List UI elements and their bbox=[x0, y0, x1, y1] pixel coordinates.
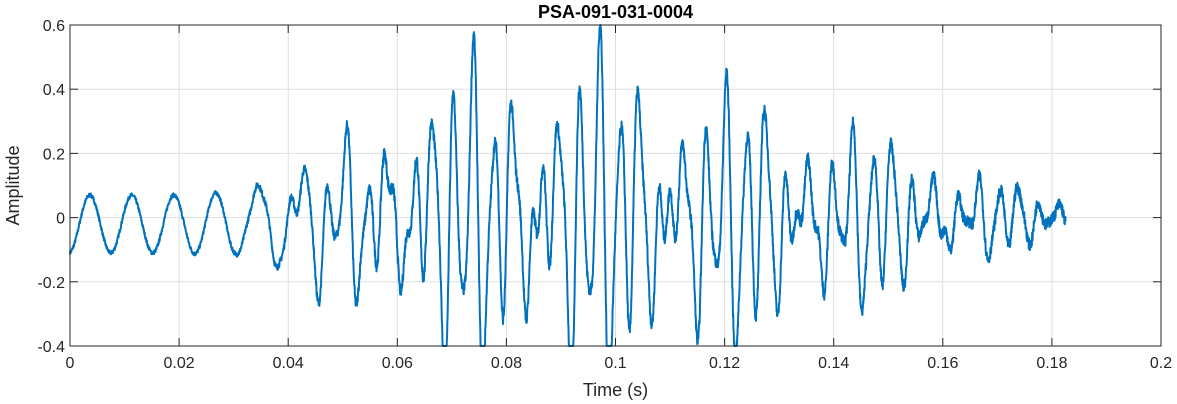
x-tick-label: 0.1 bbox=[604, 355, 626, 372]
y-tick-label: -0.4 bbox=[37, 339, 65, 356]
x-tick-label: 0.12 bbox=[709, 355, 740, 372]
x-tick-label: 0.04 bbox=[273, 355, 304, 372]
y-tick-label: 0 bbox=[56, 211, 65, 228]
x-tick-label: 0.2 bbox=[1150, 355, 1172, 372]
signal-line bbox=[69, 24, 1067, 347]
x-tick-label: 0 bbox=[66, 355, 75, 372]
y-tick-label: -0.2 bbox=[37, 275, 65, 292]
x-axis-label: Time (s) bbox=[583, 380, 648, 400]
y-tick-label: 0.4 bbox=[43, 82, 65, 99]
x-tick-label: 0.18 bbox=[1036, 355, 1067, 372]
ticks: 0 0.02 0.04 0.06 0.08 0.1 0.12 0.14 0.16 0.18 0.2 -… bbox=[37, 18, 1172, 372]
x-tick-label: 0.16 bbox=[927, 355, 958, 372]
y-tick-label: 0.2 bbox=[43, 146, 65, 163]
y-tick-label: 0.6 bbox=[43, 18, 65, 35]
x-tick-label: 0.14 bbox=[818, 355, 849, 372]
y-axis-label: Amplitude bbox=[3, 145, 23, 225]
chart-title: PSA-091-031-0004 bbox=[538, 2, 693, 22]
x-tick-label: 0.06 bbox=[382, 355, 413, 372]
x-tick-label: 0.08 bbox=[491, 355, 522, 372]
x-tick-label: 0.02 bbox=[164, 355, 195, 372]
series-group bbox=[69, 24, 1067, 347]
